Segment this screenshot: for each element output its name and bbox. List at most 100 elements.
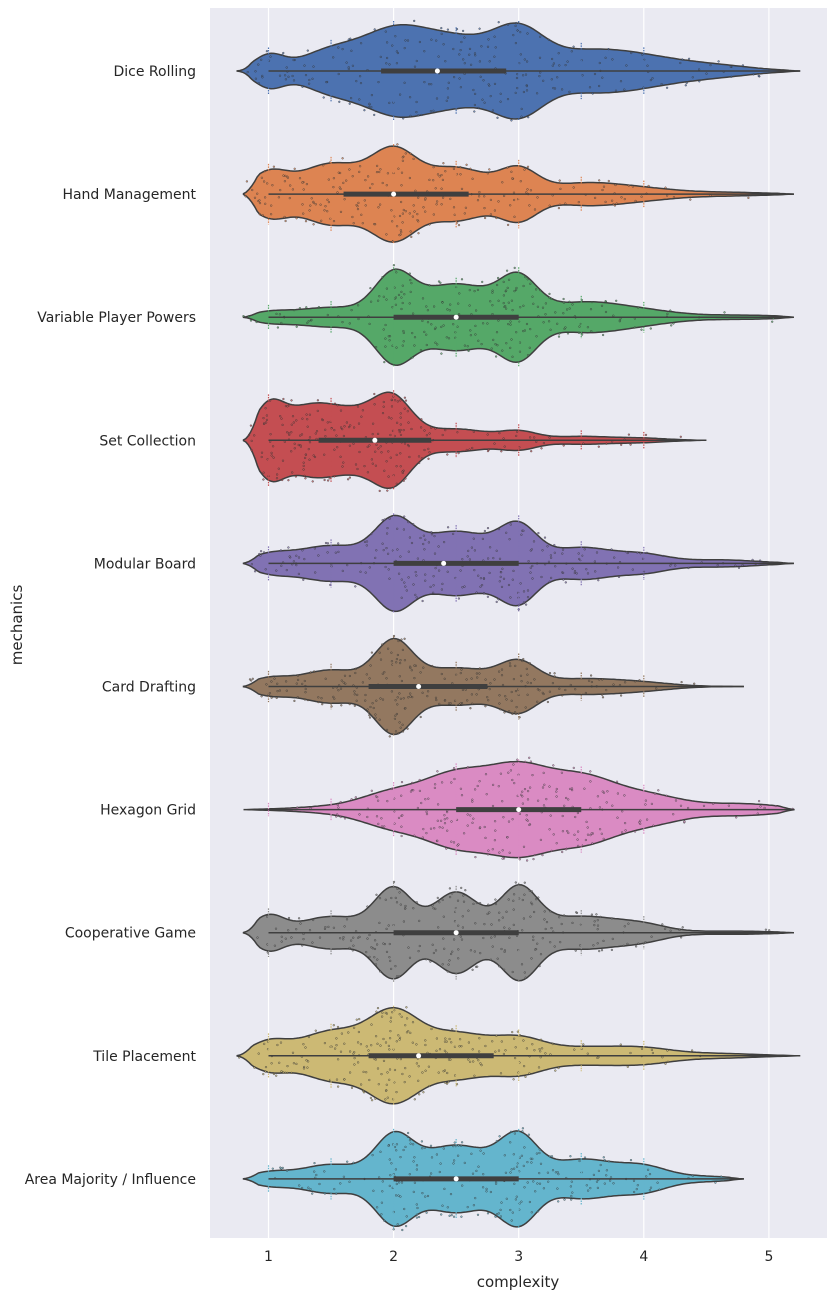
strip-point <box>590 330 593 333</box>
strip-point <box>280 1070 283 1073</box>
strip-point <box>431 943 434 946</box>
strip-point <box>301 417 304 420</box>
strip-point <box>335 815 338 818</box>
strip-point <box>511 578 514 581</box>
strip-point <box>521 74 525 77</box>
strip-point <box>443 1187 446 1190</box>
strip-point <box>441 826 444 829</box>
strip-point <box>425 810 428 813</box>
strip-point <box>526 693 529 696</box>
strip-point <box>323 478 326 482</box>
strip-point <box>262 1072 265 1076</box>
strip-point <box>379 1044 382 1047</box>
strip-point <box>630 51 633 55</box>
strip-point <box>357 201 360 204</box>
strip-point <box>275 569 278 572</box>
strip-point <box>295 325 298 328</box>
strip-point <box>314 571 317 574</box>
strip-point <box>378 921 381 924</box>
strip-point <box>397 816 401 819</box>
strip-point <box>368 714 371 717</box>
strip-point <box>302 464 305 467</box>
strip-point <box>530 890 533 893</box>
strip-point <box>509 1171 512 1174</box>
strip-point <box>356 405 360 408</box>
strip-point <box>525 814 528 817</box>
strip-point <box>398 572 401 575</box>
strip-point <box>506 166 509 169</box>
strip-point <box>291 74 294 78</box>
strip-point <box>395 712 398 716</box>
strip-point <box>513 1182 516 1185</box>
strip-point <box>446 28 449 31</box>
strip-point <box>299 922 302 925</box>
strip-point <box>420 426 423 429</box>
strip-point <box>436 839 439 842</box>
strip-point <box>390 209 393 212</box>
strip-point <box>506 23 510 26</box>
strip-point <box>509 323 512 326</box>
strip-point <box>261 76 264 79</box>
strip-point <box>304 456 307 459</box>
strip-point <box>337 46 340 49</box>
strip-point <box>632 1190 636 1194</box>
strip-point <box>484 678 487 681</box>
strip-point <box>533 853 536 857</box>
strip-point <box>400 679 403 683</box>
strip-point <box>649 327 652 330</box>
strip-point <box>509 1208 512 1212</box>
strip-point <box>309 671 312 674</box>
strip-point <box>386 56 389 60</box>
strip-point <box>590 913 593 916</box>
strip-point <box>279 1041 283 1044</box>
strip-point <box>421 836 424 839</box>
strip-point <box>477 1165 480 1168</box>
strip-point <box>539 1056 542 1059</box>
strip-point <box>500 674 504 677</box>
strip-point <box>514 881 517 884</box>
strip-point <box>380 825 384 828</box>
strip-point <box>504 1049 507 1052</box>
strip-point <box>417 455 421 458</box>
strip-point <box>412 1143 415 1146</box>
strip-point <box>500 1040 503 1043</box>
strip-point <box>348 168 351 171</box>
strip-point <box>681 58 684 61</box>
strip-point <box>471 798 474 801</box>
strip-point <box>556 1187 559 1190</box>
strip-point <box>375 549 378 552</box>
strip-point <box>273 944 276 947</box>
strip-point <box>528 436 532 439</box>
strip-point <box>441 433 444 437</box>
strip-point <box>526 798 530 801</box>
strip-point <box>373 113 376 116</box>
strip-point <box>299 445 302 448</box>
strip-point <box>501 181 504 184</box>
strip-point <box>757 799 761 803</box>
strip-point <box>413 210 416 213</box>
strip-point <box>522 917 525 920</box>
strip-point <box>498 670 501 673</box>
strip-point <box>366 905 369 908</box>
strip-point <box>412 312 415 315</box>
strip-point <box>589 674 593 677</box>
strip-point <box>531 1157 534 1160</box>
strip-point <box>572 186 575 189</box>
strip-point <box>406 39 410 42</box>
strip-point <box>477 339 480 342</box>
strip-point <box>425 305 428 308</box>
strip-point <box>482 79 485 82</box>
strip-point <box>353 1026 356 1029</box>
strip-point <box>448 959 451 962</box>
strip-point <box>535 335 538 338</box>
strip-point <box>397 167 400 170</box>
strip-point <box>468 289 471 292</box>
strip-point <box>425 958 428 961</box>
strip-point <box>278 689 281 692</box>
strip-point <box>537 1066 541 1069</box>
strip-point <box>413 834 416 837</box>
strip-point <box>322 164 325 167</box>
strip-point <box>375 346 378 349</box>
strip-point <box>312 223 315 226</box>
strip-point <box>374 450 377 453</box>
